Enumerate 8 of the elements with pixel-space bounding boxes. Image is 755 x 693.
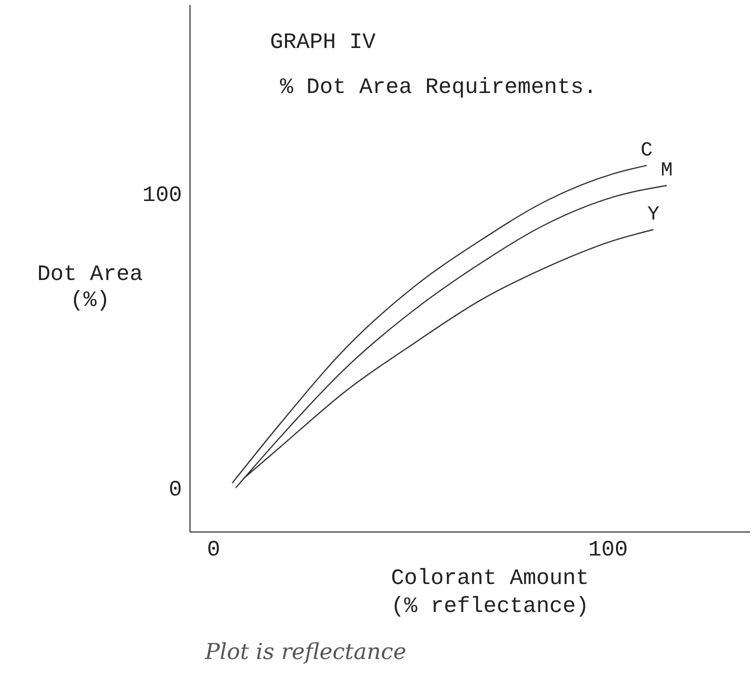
series-label: C: [640, 139, 653, 162]
series-label: Y: [647, 204, 660, 227]
x-axis-title: Colorant Amount (% reflectance): [390, 565, 590, 621]
series-label: M: [660, 159, 673, 182]
y-axis-title: Dot Area (%): [36, 262, 144, 314]
text: GRAPH IV: [270, 30, 376, 55]
text: Plot is reflectance: [205, 640, 406, 665]
text: % Dot Area Requirements.: [280, 75, 597, 100]
